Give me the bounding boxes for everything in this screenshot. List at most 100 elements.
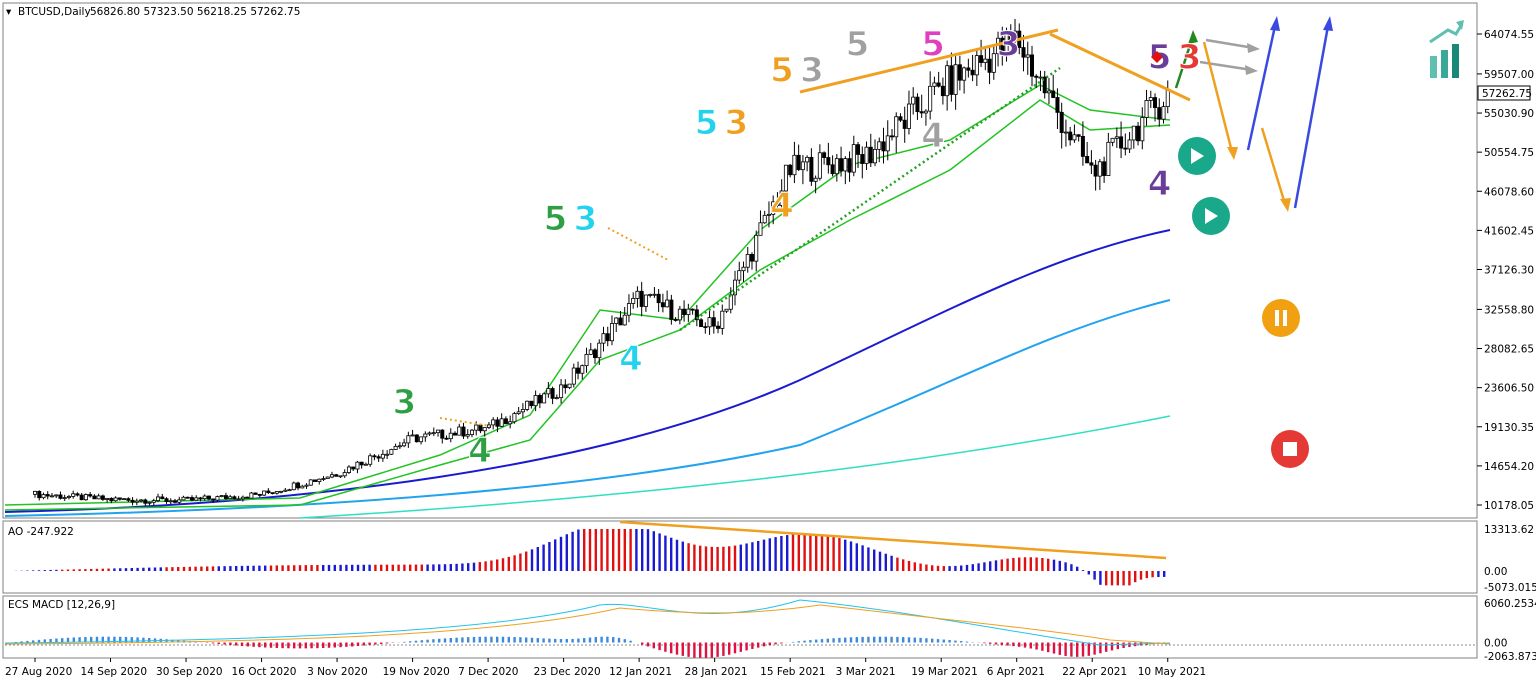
candle-bear	[453, 432, 458, 436]
wave-label: 4	[468, 431, 492, 471]
candle-bull	[1131, 125, 1136, 141]
candle-bear	[550, 388, 555, 399]
pause-icon[interactable]	[1262, 299, 1300, 337]
candle-bear	[164, 498, 169, 503]
candle-bull	[834, 158, 839, 175]
candle-bear	[75, 493, 80, 496]
minor-trendline	[607, 227, 669, 261]
candle-bear	[206, 495, 211, 500]
candle-bull	[800, 161, 805, 171]
price-tick-label: 10178.05	[1484, 500, 1534, 512]
candle-bear	[1059, 111, 1064, 133]
price-tick-label: 23606.50	[1484, 383, 1534, 395]
candle-bear	[185, 496, 190, 499]
time-tick-label: 6 Apr 2021	[987, 666, 1045, 678]
wave-label: 3	[725, 103, 749, 143]
candle-bull	[542, 393, 547, 404]
candle-bull	[737, 270, 742, 281]
candle-bull	[329, 474, 334, 478]
candle-bull	[1144, 100, 1149, 118]
candle-bull	[291, 482, 296, 491]
candle-bear	[694, 309, 699, 321]
candle-bear	[58, 494, 63, 499]
candle-bull	[525, 400, 530, 410]
candle-bull	[83, 494, 88, 501]
candle-bear	[1089, 162, 1094, 166]
candle-bull	[469, 429, 474, 435]
candle-bear	[253, 492, 258, 495]
candle-bear	[143, 499, 148, 504]
wave-label: 3	[393, 383, 417, 423]
candle-bear	[660, 302, 665, 308]
candle-bull	[783, 164, 788, 192]
ema-fast-line	[4, 84, 1171, 506]
candle-bull	[1140, 117, 1145, 142]
candle-bull	[906, 103, 911, 129]
candle-bear	[605, 333, 610, 342]
candle-bull	[622, 314, 627, 326]
candle-bear	[223, 495, 228, 500]
wave-label: 5	[846, 24, 870, 64]
candle-bear	[444, 437, 449, 440]
ao-axis: 13313.62 0.00 -5073.015	[1484, 524, 1536, 594]
play-icon[interactable]	[1178, 137, 1216, 175]
wave-label: 4	[921, 116, 945, 156]
candle-bull	[427, 432, 432, 435]
candle-bull	[96, 495, 101, 500]
macd-axis: 6060.2534 0.00-2063.8738	[1484, 598, 1536, 663]
ao-tick-label: 13313.62	[1484, 524, 1534, 536]
price-tick-label: 55030.90	[1484, 108, 1534, 120]
price-tick-label: 64074.55	[1484, 29, 1534, 41]
wave-3-trendline	[799, 28, 1059, 94]
stop-icon[interactable]	[1271, 430, 1309, 468]
candle-bull	[423, 433, 428, 438]
candle-bear	[1119, 136, 1124, 149]
candle-bull	[733, 279, 738, 296]
candle-bull	[71, 493, 76, 497]
main-panel	[2, 2, 1478, 519]
candle-bull	[54, 494, 59, 497]
candle-bull	[317, 478, 322, 482]
candle-bull	[843, 158, 848, 172]
time-tick-label: 12 Jan 2021	[609, 666, 672, 678]
candle-bull	[771, 201, 776, 215]
candle-bull	[873, 148, 878, 164]
candle-bear	[915, 96, 920, 113]
candle-bear	[1080, 135, 1085, 157]
candle-bear	[126, 498, 131, 501]
wave-label: 5	[544, 199, 568, 239]
candle-bear	[576, 367, 581, 374]
red-diamond-marker	[1151, 51, 1163, 63]
candle-bear	[1076, 134, 1081, 137]
candle-bull	[41, 494, 46, 499]
candle-bear	[699, 319, 704, 328]
candle-bull	[113, 497, 118, 502]
play-icon[interactable]	[1192, 197, 1230, 235]
candle-bull	[601, 333, 606, 344]
support-trendline	[679, 66, 1061, 332]
time-tick-label: 19 Nov 2020	[383, 666, 450, 678]
candle-bull	[215, 496, 220, 501]
candle-bear	[130, 499, 135, 503]
candle-bear	[537, 395, 542, 404]
candle-bull	[665, 299, 670, 308]
candle-bear	[788, 164, 793, 176]
candle-bear	[334, 474, 339, 477]
candle-bull	[219, 495, 224, 497]
candle-bear	[822, 152, 827, 158]
candle-bull	[1106, 141, 1111, 176]
candle-bear	[1102, 161, 1107, 176]
candle-bear	[1051, 90, 1056, 98]
candle-bull	[533, 395, 538, 407]
candle-bull	[588, 349, 593, 355]
macd-signal-line	[4, 604, 1171, 645]
candle-bear	[979, 55, 984, 63]
candle-bear	[160, 496, 165, 500]
candle-bull	[168, 500, 173, 503]
candle-bull	[338, 475, 343, 478]
wave-label: 4	[770, 186, 794, 226]
candle-bull	[894, 116, 899, 138]
candle-bear	[881, 141, 886, 152]
price-tick-label: 14654.20	[1484, 461, 1534, 473]
